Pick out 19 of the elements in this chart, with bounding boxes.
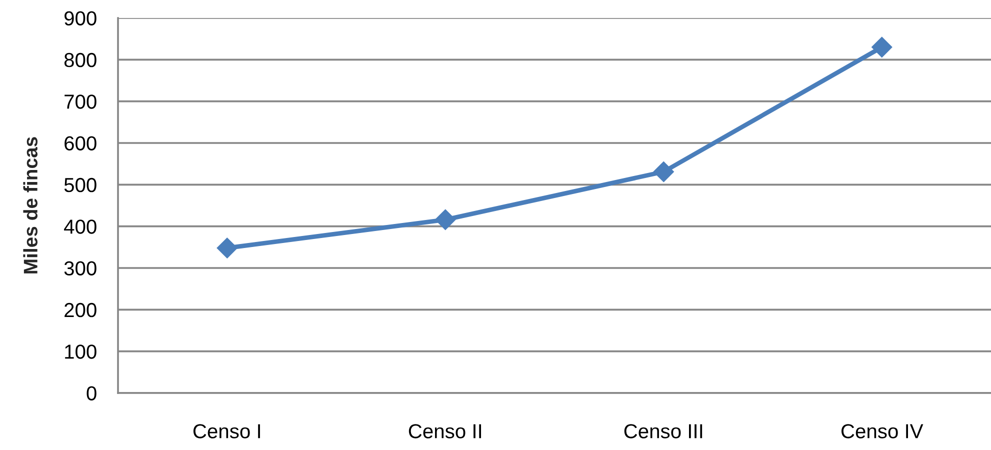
x-tick-label: Censo IV	[841, 424, 924, 438]
y-tick-label: 300	[64, 261, 96, 276]
y-tick-label: 500	[64, 178, 96, 192]
y-tick-label: 900	[64, 11, 96, 26]
y-tick-label: 700	[64, 94, 96, 109]
y-axis-title: Miles de fincas	[23, 137, 38, 274]
y-tick-label: 0	[86, 386, 96, 400]
x-tick-label: Censo I	[193, 424, 260, 438]
y-tick-label: 200	[64, 302, 96, 318]
point	[653, 161, 674, 182]
point	[435, 209, 456, 230]
x-tick-label: Censo III	[624, 424, 702, 438]
y-tick-label: 600	[64, 136, 96, 150]
x-tick-label: Censo II	[408, 424, 482, 438]
point	[216, 238, 238, 258]
point	[872, 36, 892, 58]
y-tick-label: 400	[64, 220, 96, 234]
y-tick-label: 800	[64, 52, 96, 68]
y-tick-label: 100	[65, 344, 96, 359]
